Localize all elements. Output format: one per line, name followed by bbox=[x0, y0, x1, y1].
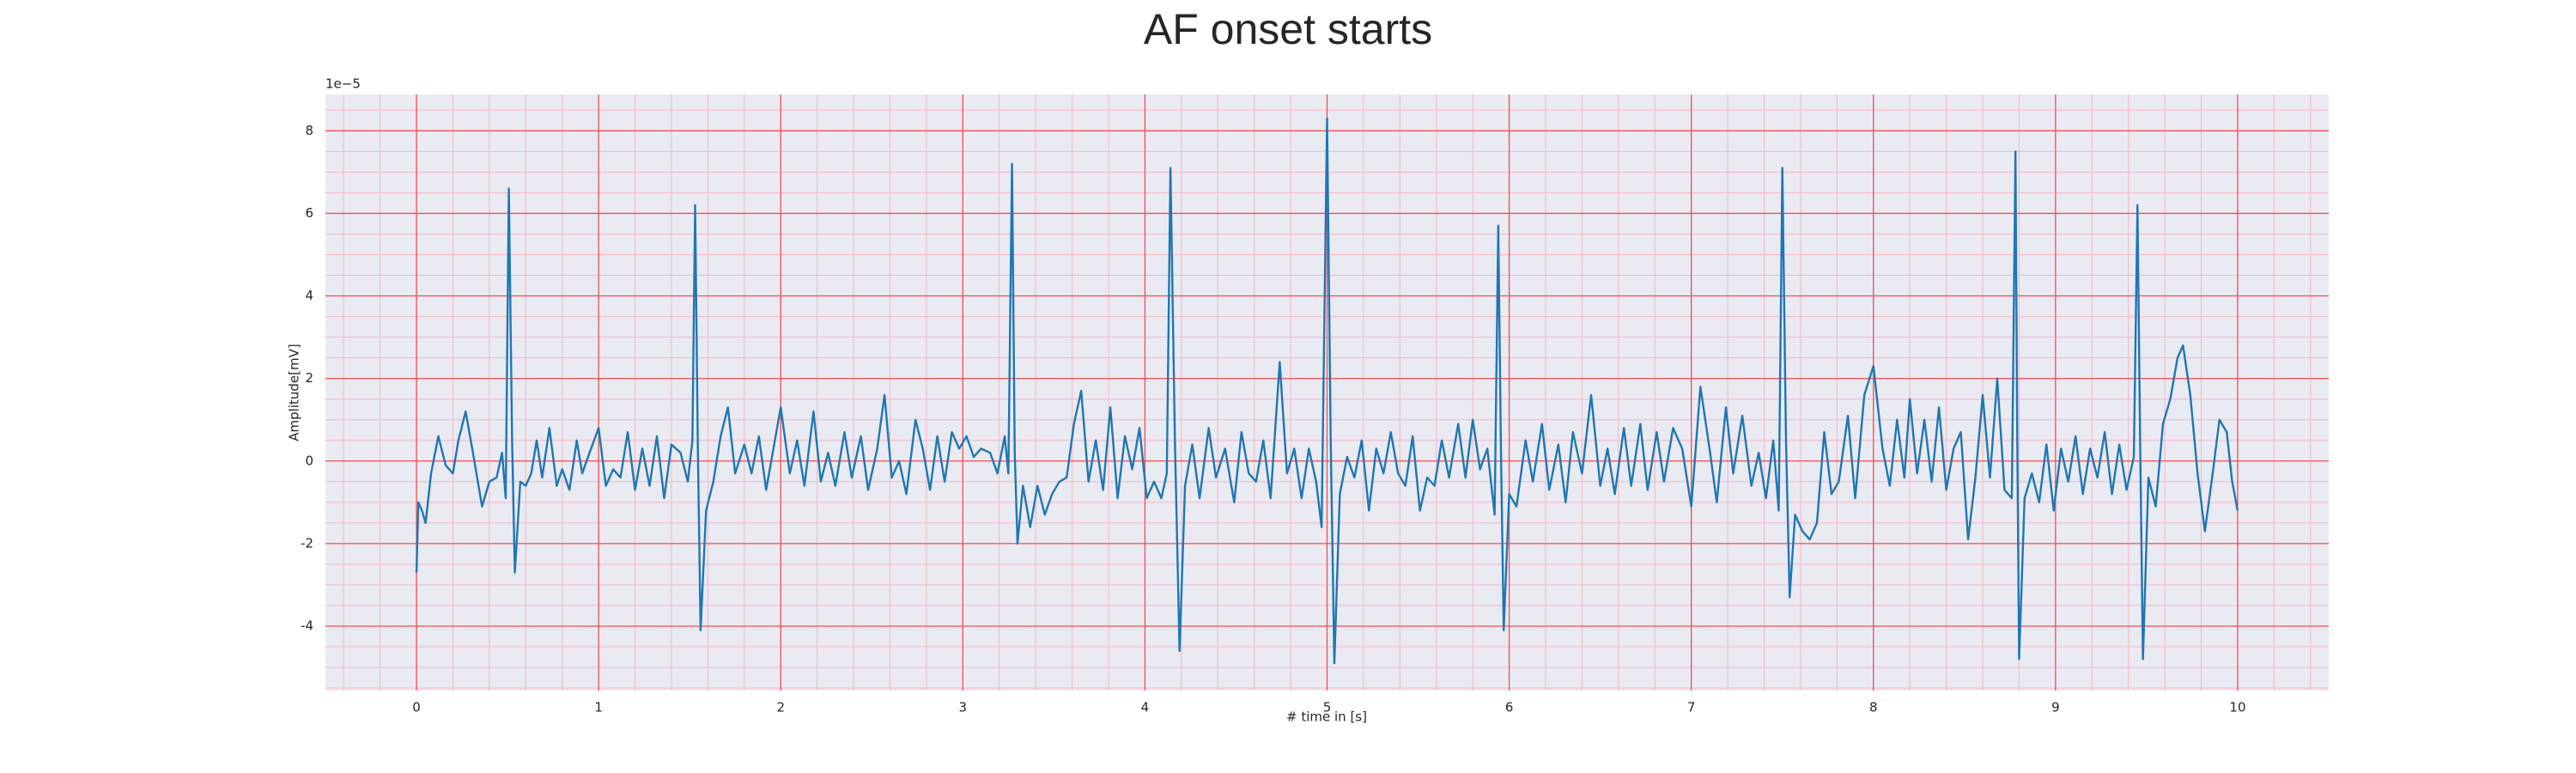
x-axis-label: # time in [s] bbox=[1286, 709, 1367, 725]
x-tick-label: 7 bbox=[1687, 700, 1696, 715]
y-tick-label: 0 bbox=[305, 453, 313, 468]
data-line bbox=[415, 117, 2239, 665]
y-tick-label: 8 bbox=[305, 123, 313, 138]
x-tick-label: 3 bbox=[959, 700, 968, 715]
x-tick-label: 0 bbox=[412, 700, 421, 715]
y-axis-label: Amplitude[mV] bbox=[287, 344, 302, 441]
y-tick-label: -4 bbox=[301, 618, 313, 634]
x-tick-label: 9 bbox=[2051, 700, 2060, 715]
offset-label: 1e−5 bbox=[325, 76, 361, 92]
x-tick-label: 5 bbox=[1323, 700, 1332, 715]
x-tick-label: 2 bbox=[776, 700, 785, 715]
y-tick-label: 2 bbox=[305, 370, 313, 386]
x-tick-label: 6 bbox=[1505, 700, 1514, 715]
x-tick-label: 4 bbox=[1141, 700, 1150, 715]
x-tick-label: 1 bbox=[594, 700, 603, 715]
y-tick-label: 6 bbox=[305, 205, 313, 221]
chart-title: AF onset starts bbox=[1144, 5, 1432, 53]
x-tick-label: 8 bbox=[1869, 700, 1878, 715]
y-tick-label: 4 bbox=[305, 288, 313, 303]
x-tick-label: 10 bbox=[2229, 700, 2245, 715]
y-tick-label: -2 bbox=[301, 535, 313, 551]
